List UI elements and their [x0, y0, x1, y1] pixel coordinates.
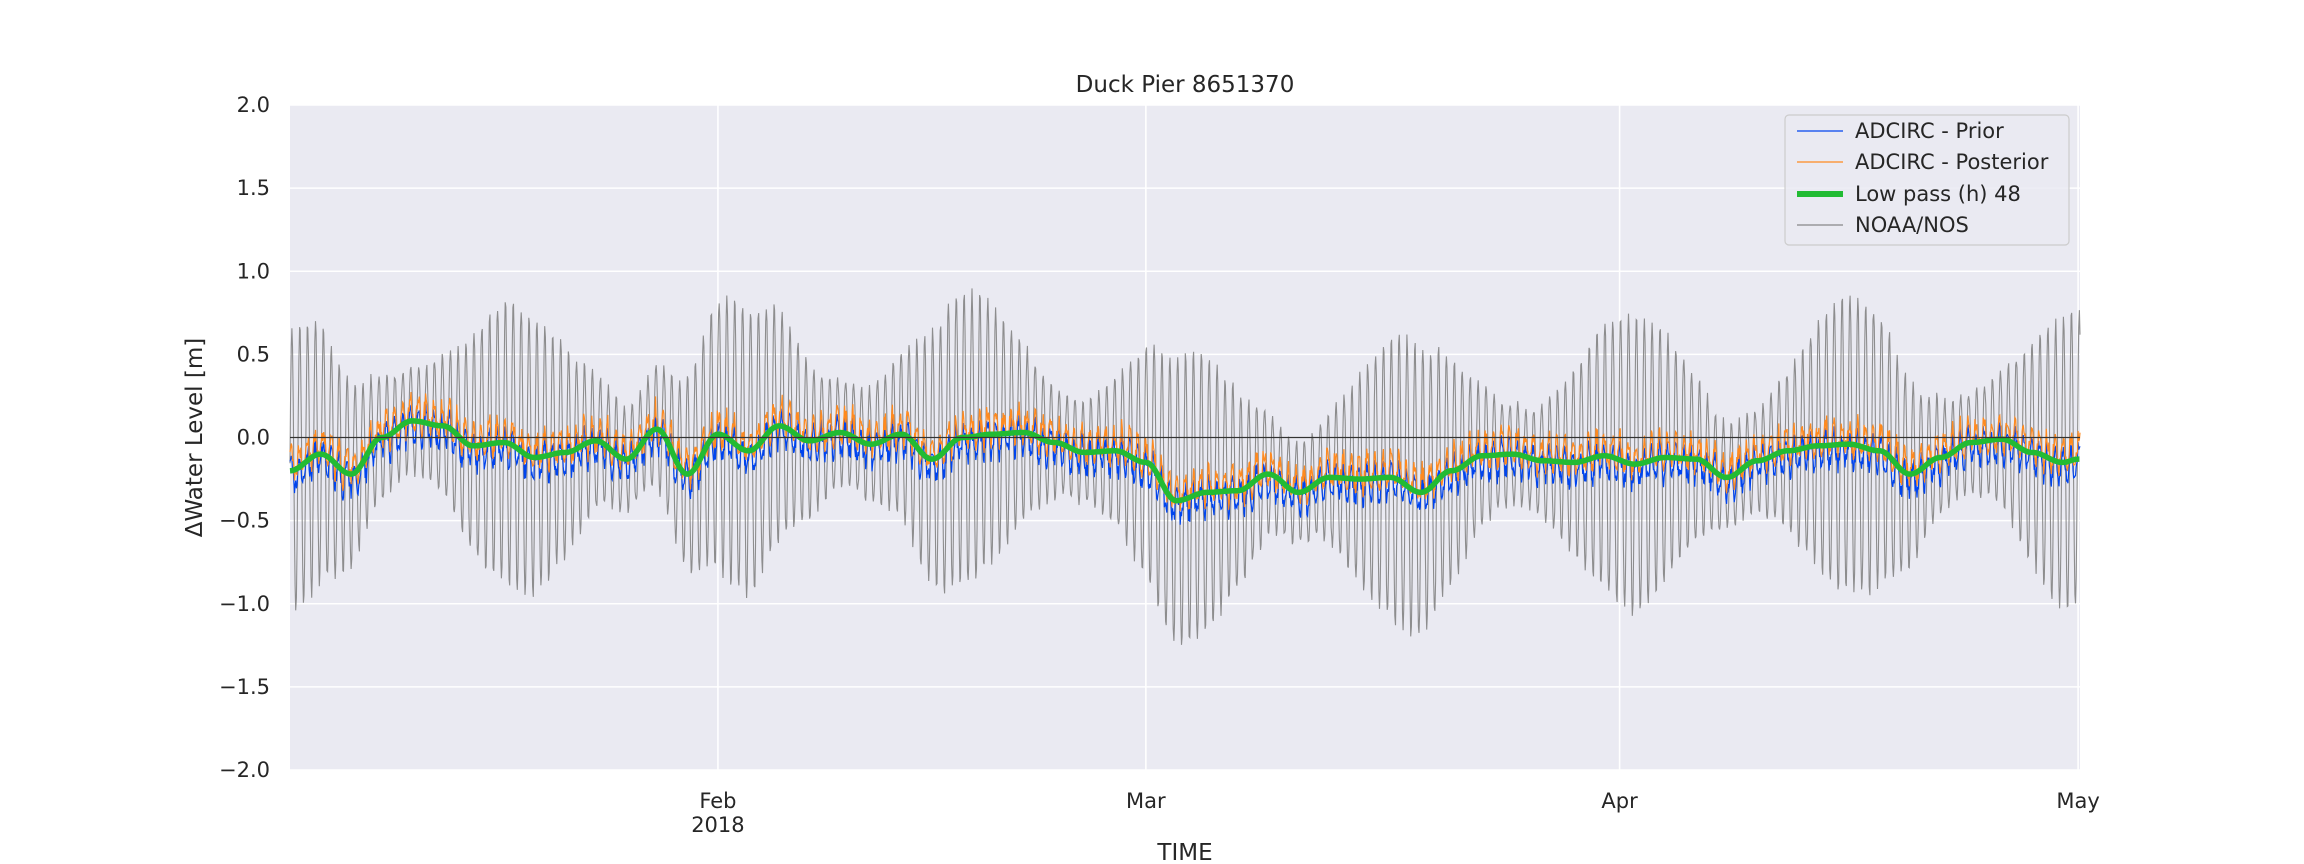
y-tick-label: 1.0: [237, 259, 270, 283]
y-tick-label: −0.5: [219, 509, 270, 533]
y-axis-ticks: −2.0 −1.5 −1.0 −0.5 0.0 0.5 1.0 1.5 2.0: [219, 93, 270, 782]
y-tick-label: −2.0: [219, 758, 270, 782]
x-axis-label: TIME: [1156, 840, 1212, 864]
y-tick-label: 2.0: [237, 93, 270, 117]
series-line-adcirc-prior: [289, 403, 2081, 525]
series-layer: [288, 288, 2081, 645]
x-tick-label: May: [2056, 789, 2099, 813]
y-tick-label: 0.0: [237, 426, 270, 450]
y-axis-label: ΔWater Level [m]: [182, 338, 208, 537]
y-tick-label: 0.5: [237, 342, 270, 366]
legend-label-posterior: ADCIRC - Posterior: [1855, 150, 2049, 174]
y-tick-label: −1.5: [219, 675, 270, 699]
legend-label-observed: NOAA/NOS: [1855, 213, 1969, 237]
legend-box: [1784, 114, 2070, 246]
x-tick-label: Apr: [1601, 789, 1638, 813]
legend-label-lowpass: Low pass (h) 48: [1855, 182, 2021, 206]
x-tick-label: Feb: [699, 789, 736, 813]
legend-label-prior: ADCIRC - Prior: [1855, 119, 2004, 143]
chart-title: Duck Pier 8651370: [1076, 72, 1295, 98]
series-line-adcirc-posterior: [289, 391, 2081, 512]
y-tick-label: 1.5: [237, 176, 270, 200]
x-tick-sublabel: 2018: [691, 813, 744, 837]
series-line-noaa-nos: [289, 288, 2081, 645]
x-tick-label: Mar: [1126, 789, 1166, 813]
series-line-low-pass: [288, 418, 2081, 504]
y-tick-label: −1.0: [219, 592, 270, 616]
legend: ADCIRC - Prior ADCIRC - Posterior Low pa…: [1784, 114, 2070, 246]
